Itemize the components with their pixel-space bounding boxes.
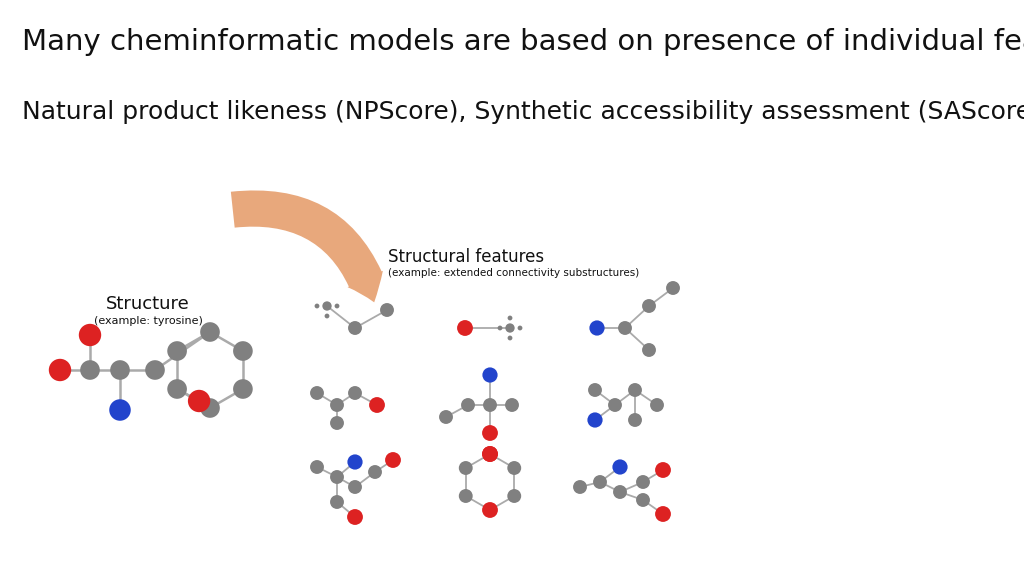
Text: (example: extended connectivity substructures): (example: extended connectivity substruc… bbox=[388, 268, 639, 278]
Point bbox=[482, 449, 499, 458]
Point bbox=[146, 365, 163, 374]
Point bbox=[112, 406, 128, 415]
FancyArrowPatch shape bbox=[230, 191, 383, 302]
Point bbox=[234, 346, 251, 355]
Point bbox=[502, 334, 518, 343]
Point bbox=[202, 403, 218, 412]
Point bbox=[627, 385, 643, 395]
Point bbox=[635, 495, 651, 505]
Text: Many cheminformatic models are based on presence of individual features: Many cheminformatic models are based on … bbox=[22, 28, 1024, 56]
Point bbox=[329, 472, 345, 482]
Point bbox=[190, 396, 207, 406]
Point bbox=[641, 346, 657, 355]
Point bbox=[587, 415, 603, 425]
Point bbox=[611, 487, 628, 497]
Point bbox=[329, 400, 345, 410]
Point bbox=[665, 283, 681, 293]
Point bbox=[329, 418, 345, 427]
Text: Structural features: Structural features bbox=[388, 248, 544, 266]
Point bbox=[635, 478, 651, 487]
Point bbox=[460, 400, 476, 410]
Point bbox=[654, 465, 671, 475]
Point bbox=[347, 457, 364, 467]
Point bbox=[482, 370, 499, 380]
Point bbox=[502, 323, 518, 332]
Text: (example: tyrosine): (example: tyrosine) bbox=[93, 316, 203, 326]
Point bbox=[506, 463, 522, 472]
Point bbox=[492, 323, 508, 332]
Point bbox=[571, 482, 588, 491]
Point bbox=[347, 482, 364, 491]
Point bbox=[347, 388, 364, 397]
Text: Structure: Structure bbox=[106, 295, 189, 313]
Point bbox=[438, 412, 455, 422]
Point bbox=[347, 323, 364, 332]
Point bbox=[512, 323, 528, 332]
Point bbox=[458, 491, 474, 501]
Point bbox=[611, 463, 628, 472]
Point bbox=[202, 327, 218, 336]
Point bbox=[309, 301, 326, 310]
Point bbox=[52, 365, 69, 374]
Point bbox=[502, 313, 518, 323]
Point bbox=[641, 301, 657, 310]
Point bbox=[506, 491, 522, 501]
Point bbox=[654, 509, 671, 518]
Point bbox=[457, 323, 473, 332]
Point bbox=[347, 513, 364, 522]
Point bbox=[309, 463, 326, 472]
Point bbox=[82, 331, 98, 340]
Point bbox=[309, 388, 326, 397]
Point bbox=[458, 463, 474, 472]
Text: Natural product likeness (NPScore), Synthetic accessibility assessment (SAScore,: Natural product likeness (NPScore), Synt… bbox=[22, 100, 1024, 124]
Point bbox=[649, 400, 666, 410]
Point bbox=[607, 400, 624, 410]
Point bbox=[82, 365, 98, 374]
Point bbox=[616, 323, 633, 332]
Point bbox=[627, 415, 643, 425]
Point bbox=[169, 384, 185, 393]
Point bbox=[504, 400, 520, 410]
Point bbox=[318, 312, 335, 321]
Point bbox=[592, 478, 608, 487]
Point bbox=[234, 384, 251, 393]
Point bbox=[482, 429, 499, 438]
Point bbox=[318, 301, 335, 310]
Point bbox=[482, 449, 499, 458]
Point bbox=[379, 305, 395, 314]
Point bbox=[169, 346, 185, 355]
Point bbox=[385, 456, 401, 465]
Point bbox=[482, 505, 499, 514]
Point bbox=[589, 323, 605, 332]
Point bbox=[369, 400, 385, 410]
Point bbox=[587, 385, 603, 395]
Point bbox=[329, 498, 345, 507]
Point bbox=[482, 505, 499, 514]
Point bbox=[482, 400, 499, 410]
Point bbox=[112, 365, 128, 374]
Point bbox=[329, 301, 345, 310]
Point bbox=[367, 467, 383, 476]
